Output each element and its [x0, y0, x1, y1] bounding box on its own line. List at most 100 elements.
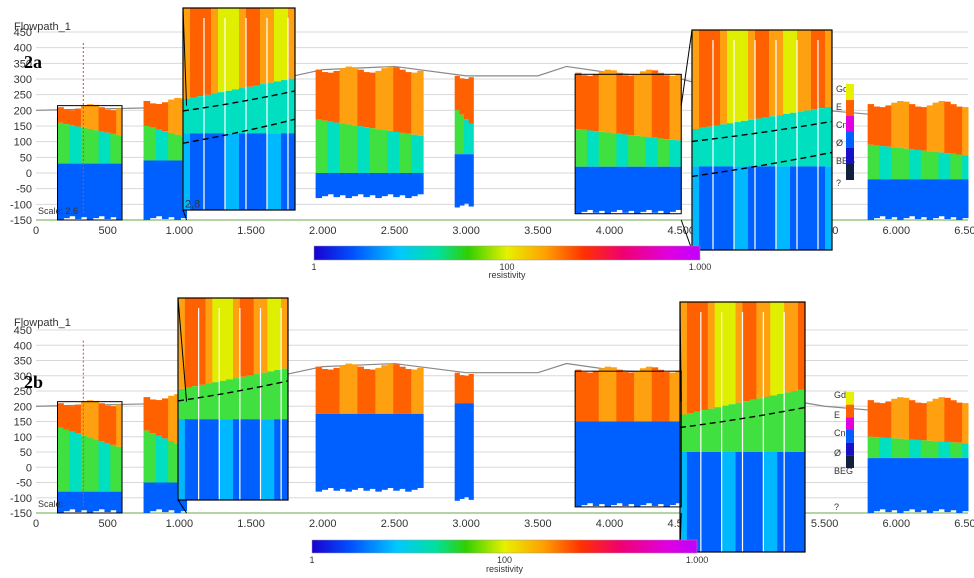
heatmap-cell — [174, 160, 181, 220]
heatmap-cell — [634, 421, 641, 507]
resistivity-section — [867, 397, 969, 513]
heatmap-cell — [178, 388, 186, 420]
heatmap-cell — [693, 302, 702, 412]
heatmap-cell — [387, 363, 394, 414]
heatmap-cell — [645, 137, 653, 167]
y-tick-label: 350 — [14, 356, 32, 368]
heatmap-cell — [225, 90, 233, 134]
resistivity-section — [143, 97, 188, 220]
heatmap-cell — [149, 433, 157, 483]
heatmap-cell — [387, 131, 394, 173]
heatmap-cell — [622, 372, 629, 422]
heatmap-cell — [417, 413, 424, 488]
y-tick-label: 300 — [14, 371, 32, 383]
lithology-swatch — [846, 164, 854, 180]
heatmap-cell — [198, 298, 206, 385]
heatmap-cell — [205, 419, 213, 500]
x-tick-label: 3.000 — [452, 225, 480, 237]
heatmap-cell — [622, 421, 629, 506]
heatmap-cell — [700, 302, 709, 411]
heatmap-cell — [944, 441, 951, 459]
heatmap-cell — [950, 153, 957, 180]
heatmap-cell — [161, 482, 169, 513]
heatmap-cell — [226, 298, 234, 380]
heatmap-cell — [239, 133, 247, 210]
heatmap-cell — [104, 163, 111, 220]
heatmap-cell — [903, 439, 910, 459]
heatmap-cell — [98, 163, 105, 217]
heatmap-cell — [333, 367, 340, 414]
heatmap-cell — [763, 396, 771, 452]
heatmap-cell — [735, 452, 743, 552]
heatmap-cell — [219, 419, 227, 500]
heatmap-cell — [610, 367, 617, 422]
heatmap-cell — [246, 419, 255, 500]
heatmap-cell — [411, 134, 418, 173]
heatmap-cell — [914, 149, 922, 180]
heatmap-cell — [714, 302, 723, 408]
heatmap-cell — [885, 179, 892, 220]
x-tick-label: 4.500 — [667, 225, 695, 237]
heatmap-cell — [57, 163, 64, 220]
heatmap-cell — [628, 421, 635, 505]
heatmap-cell — [225, 8, 233, 91]
heatmap-cell — [699, 166, 707, 250]
heatmap-cell — [226, 379, 234, 420]
heatmap-cell — [149, 482, 157, 512]
heatmap-cell — [110, 444, 117, 492]
heatmap-cell — [63, 109, 70, 125]
heatmap-cell — [575, 166, 582, 214]
heatmap-cell — [769, 166, 777, 250]
heatmap-cell — [592, 166, 600, 213]
heatmap-cell — [755, 118, 763, 167]
x-tick-label: 1.500 — [237, 518, 265, 530]
y-tick-label: -150 — [10, 508, 32, 520]
heatmap-cell — [926, 179, 934, 220]
lithology-label: Ø — [836, 138, 843, 148]
heatmap-cell — [804, 166, 812, 250]
heatmap-cell — [586, 130, 594, 167]
heatmap-cell — [212, 419, 220, 500]
y-tick-label: 0 — [26, 168, 32, 180]
heatmap-cell — [885, 458, 892, 513]
heatmap-cell — [75, 108, 82, 127]
heatmap-cell — [707, 408, 716, 452]
y-tick-label: -50 — [16, 184, 32, 196]
heatmap-cell — [459, 375, 465, 404]
heatmap-cell — [616, 369, 623, 422]
heatmap-cell — [246, 133, 254, 210]
heatmap-cell — [260, 419, 268, 500]
heatmap-cell — [86, 163, 94, 220]
heatmap-cell — [211, 133, 219, 210]
heatmap-cell — [116, 108, 123, 136]
x-tick-label: 1.000 — [166, 518, 194, 530]
heatmap-cell — [932, 441, 939, 459]
heatmap-cell — [956, 154, 963, 180]
heatmap-cell — [161, 398, 169, 439]
heatmap-cell — [75, 433, 82, 492]
heatmap-cell — [459, 114, 465, 155]
y-tick-label: 200 — [14, 401, 32, 413]
heatmap-cell — [393, 413, 400, 491]
resistivity-section — [57, 104, 123, 220]
heatmap-cell — [784, 392, 792, 452]
heatmap-cell — [749, 302, 757, 400]
lithology-swatch — [846, 417, 854, 430]
heatmap-cell — [357, 366, 364, 414]
heatmap-cell — [825, 166, 833, 250]
heatmap-cell — [321, 368, 329, 414]
zoom-connector — [182, 209, 188, 221]
heatmap-cell — [675, 140, 682, 167]
heatmap-cell — [622, 166, 629, 213]
heatmap-cell — [932, 179, 939, 219]
heatmap-cell — [345, 363, 352, 414]
heatmap-cell — [178, 419, 186, 500]
y-tick-label: -150 — [10, 215, 32, 227]
heatmap-cell — [734, 30, 742, 123]
heatmap-cell — [610, 70, 617, 134]
heatmap-cell — [804, 30, 812, 111]
heatmap-cell — [721, 302, 730, 406]
heatmap-cell — [634, 166, 641, 214]
heatmap-cell — [897, 438, 904, 459]
heatmap-cell — [616, 166, 623, 210]
